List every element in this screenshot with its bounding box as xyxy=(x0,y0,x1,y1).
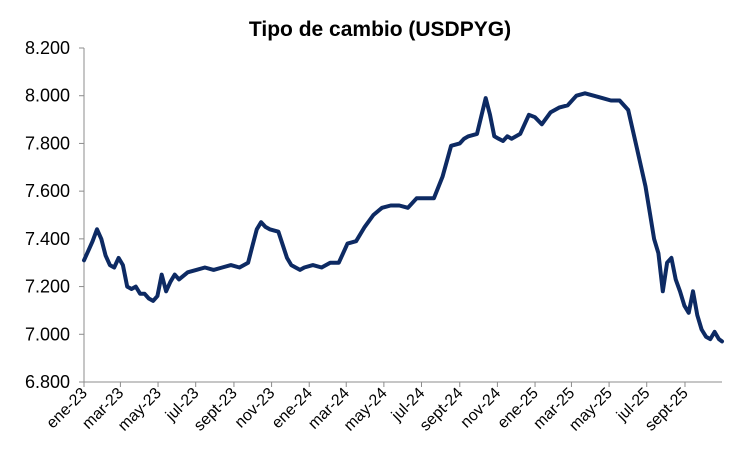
x-tick-label: sept-23 xyxy=(191,385,241,435)
y-tick-label: 7.400 xyxy=(25,229,70,249)
x-tick-label: nov-24 xyxy=(458,385,505,432)
series-line xyxy=(82,91,724,344)
x-tick-label: sept-24 xyxy=(417,385,467,435)
y-tick-label: 7.800 xyxy=(25,133,70,153)
y-tick-label: 8.000 xyxy=(25,86,70,106)
chart-title: Tipo de cambio (USDPYG) xyxy=(248,18,512,41)
x-tick-label: sept-25 xyxy=(642,385,692,435)
x-tick-label: nov-23 xyxy=(232,385,279,432)
y-tick-label: 8.200 xyxy=(25,38,70,58)
y-tick-label: 7.000 xyxy=(25,324,70,344)
y-tick-label: 6.800 xyxy=(25,372,70,392)
y-tick-label: 7.600 xyxy=(25,181,70,201)
y-tick-label: 7.200 xyxy=(25,277,70,297)
